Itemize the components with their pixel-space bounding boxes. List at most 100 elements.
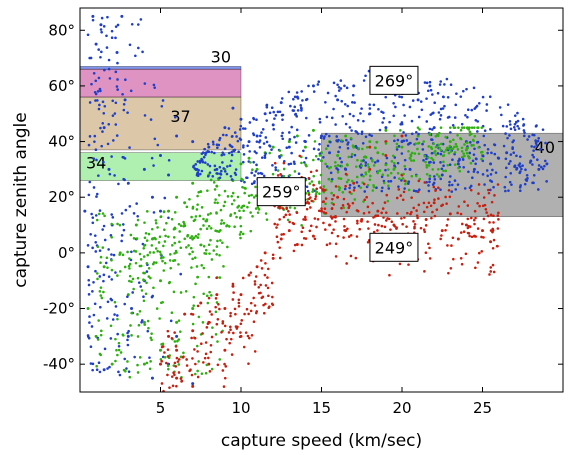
scatter-point xyxy=(199,243,202,247)
scatter-point xyxy=(398,262,402,266)
scatter-point xyxy=(371,201,374,205)
scatter-point xyxy=(215,253,218,256)
scatter-point xyxy=(317,80,321,84)
scatter-point xyxy=(312,174,316,178)
scatter-point xyxy=(366,240,370,244)
annotation-box xyxy=(369,232,419,262)
scatter-point xyxy=(208,290,211,294)
scatter-point xyxy=(489,213,493,217)
scatter-point xyxy=(185,364,189,367)
scatter-point xyxy=(209,212,212,215)
scatter-point xyxy=(106,266,109,269)
scatter-point xyxy=(456,237,460,241)
scatter-point xyxy=(141,50,144,54)
scatter-point xyxy=(456,183,460,186)
scatter-point xyxy=(428,127,432,131)
scatter-point xyxy=(356,118,360,122)
scatter-point xyxy=(376,159,380,163)
scatter-point xyxy=(427,201,431,205)
scatter-point xyxy=(492,185,495,189)
scatter-point xyxy=(130,22,134,26)
scatter-point xyxy=(128,205,132,208)
scatter-point xyxy=(145,262,149,265)
scatter-point xyxy=(300,230,304,234)
scatter-point xyxy=(441,107,445,110)
scatter-point xyxy=(416,126,420,129)
scatter-point xyxy=(329,165,332,169)
scatter-point xyxy=(398,95,401,98)
scatter-point xyxy=(94,214,98,217)
scatter-point xyxy=(343,228,346,232)
scatter-point xyxy=(439,237,442,241)
scatter-point xyxy=(355,165,358,168)
scatter-point xyxy=(281,137,285,141)
scatter-point xyxy=(434,134,438,138)
y-tick-label: 60° xyxy=(48,77,75,95)
scatter-point xyxy=(169,253,172,256)
scatter-point xyxy=(177,263,180,266)
scatter-point xyxy=(208,321,211,324)
scatter-point xyxy=(208,171,212,174)
scatter-point xyxy=(462,152,465,155)
scatter-point xyxy=(522,129,526,132)
scatter-point xyxy=(537,167,541,171)
scatter-point xyxy=(413,223,417,226)
scatter-point xyxy=(392,101,395,105)
scatter-point xyxy=(148,251,152,254)
scatter-point xyxy=(349,254,353,258)
scatter-point xyxy=(428,177,432,181)
scatter-point xyxy=(463,143,466,146)
scatter-point xyxy=(537,136,540,140)
scatter-point xyxy=(239,117,243,121)
scatter-point xyxy=(107,67,111,71)
scatter-point xyxy=(477,183,481,186)
scatter-point xyxy=(89,345,93,348)
scatter-point xyxy=(271,172,275,176)
scatter-point xyxy=(88,135,92,138)
scatter-point xyxy=(102,265,106,269)
scatter-point xyxy=(492,221,495,224)
scatter-point xyxy=(464,252,468,256)
scatter-point xyxy=(453,163,457,166)
scatter-point xyxy=(338,157,342,160)
scatter-point xyxy=(278,155,281,158)
scatter-point xyxy=(440,234,443,237)
scatter-point xyxy=(460,222,464,226)
scatter-point xyxy=(207,356,210,360)
scatter-point xyxy=(225,337,228,341)
scatter-point xyxy=(91,290,94,293)
scatter-point xyxy=(313,140,317,143)
scatter-point xyxy=(107,248,110,251)
scatter-point xyxy=(423,81,427,84)
scatter-point xyxy=(493,194,496,197)
scatter-point xyxy=(432,185,436,189)
scatter-point xyxy=(323,188,327,192)
scatter-point xyxy=(452,257,455,261)
scatter-point xyxy=(188,369,191,373)
scatter-point xyxy=(240,319,244,322)
scatter-point xyxy=(134,261,138,265)
scatter-point xyxy=(488,179,492,182)
scatter-point xyxy=(292,160,296,164)
scatter-point xyxy=(352,84,356,88)
scatter-point xyxy=(318,142,321,146)
scatter-point xyxy=(138,264,142,268)
scatter-point xyxy=(142,362,146,366)
scatter-point xyxy=(391,154,395,158)
scatter-point xyxy=(417,141,421,145)
scatter-point xyxy=(232,331,235,335)
scatter-point xyxy=(415,174,418,178)
scatter-point xyxy=(177,358,181,361)
scatter-point xyxy=(191,307,195,311)
scatter-point xyxy=(139,18,143,21)
scatter-point xyxy=(482,236,485,239)
scatter-point xyxy=(230,135,234,138)
scatter-point xyxy=(156,226,159,229)
scatter-point xyxy=(392,114,396,118)
scatter-point xyxy=(238,216,242,220)
scatter-point xyxy=(126,331,129,335)
scatter-point xyxy=(371,189,375,192)
scatter-point xyxy=(112,253,116,257)
scatter-point xyxy=(91,216,95,219)
scatter-point xyxy=(249,309,253,313)
